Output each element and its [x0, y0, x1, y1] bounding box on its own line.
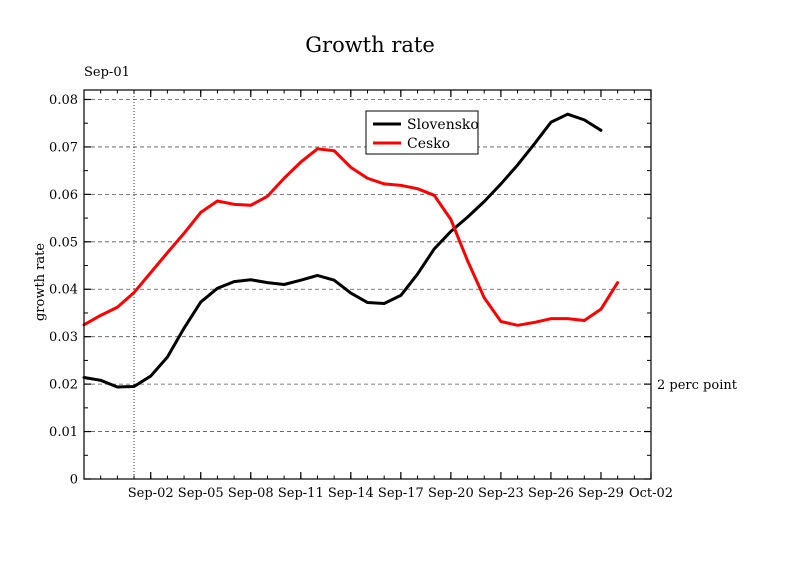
top-date-annotation: Sep-01	[84, 65, 130, 80]
x-tick-label: Sep-23	[478, 486, 524, 501]
y-tick-label: 0.08	[49, 93, 78, 108]
x-tick-label: Oct-02	[629, 486, 673, 501]
x-tick-label: Sep-29	[578, 486, 624, 501]
x-tick-label: Sep-02	[128, 486, 174, 501]
series-lines	[82, 112, 620, 389]
series-line-slovensko	[82, 112, 603, 389]
x-tick-label: Sep-17	[378, 486, 424, 501]
y-axis-label: growth rate	[33, 243, 48, 321]
reference-line-label: 2 perc point	[657, 378, 738, 393]
legend-box	[365, 110, 479, 155]
axes: 0 0.01 0.02 0.03 0.04 0.05 0.06 0.07 0.08 Sep-02 S…	[49, 90, 673, 501]
x-tick-label: Sep-05	[178, 486, 224, 501]
y-tick-label: 0.03	[49, 330, 78, 345]
x-tick-label: Sep-20	[428, 486, 474, 501]
y-tick-label: 0.07	[49, 140, 78, 155]
chart-title: Growth rate	[305, 33, 435, 57]
legend-label-slovensko: Slovensko	[407, 117, 479, 133]
y-tick-label: 0	[70, 473, 78, 488]
x-tick-label: Sep-08	[228, 486, 274, 501]
y-tick-label: 0.02	[49, 378, 78, 393]
legend: Slovensko Cesko	[365, 110, 479, 155]
x-tick-label: Sep-26	[528, 486, 574, 501]
y-tick-label: 0.06	[49, 188, 78, 203]
x-tick-label: Sep-14	[328, 486, 374, 501]
y-tick-label: 0.05	[49, 235, 78, 250]
y-tick-label: 0.01	[49, 425, 78, 440]
series-line-cesko	[82, 147, 620, 327]
x-tick-label: Sep-11	[278, 486, 324, 501]
legend-label-cesko: Cesko	[407, 136, 450, 152]
y-tick-label: 0.04	[49, 283, 78, 298]
